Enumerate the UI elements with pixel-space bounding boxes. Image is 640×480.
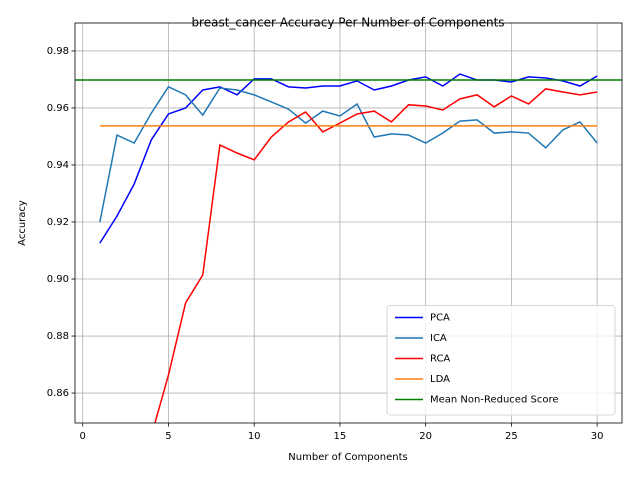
y-tick-label: 0.98: [47, 46, 69, 57]
legend-label: RCA: [430, 354, 450, 365]
y-tick-label: 0.90: [47, 274, 69, 285]
x-tick-label: 30: [591, 431, 604, 442]
plot-area: [75, 73, 622, 423]
chart-title: breast_cancer Accuracy Per Number of Com…: [191, 16, 504, 30]
y-tick-label: 0.92: [47, 217, 69, 228]
legend-box: [386, 305, 616, 416]
legend-label: ICA: [430, 333, 447, 344]
legend-label: Mean Non-Reduced Score: [430, 395, 559, 406]
series-line: [154, 88, 598, 423]
x-tick-label: 20: [419, 431, 432, 442]
x-axis-label: Number of Components: [288, 452, 407, 463]
legend-label: LDA: [430, 374, 450, 385]
y-tick-label: 0.94: [47, 160, 69, 171]
legend-label: PCA: [430, 313, 450, 324]
y-tick-label: 0.88: [47, 331, 69, 342]
axes-frame: [74, 22, 623, 424]
x-tick-label: 25: [505, 431, 518, 442]
y-axis-label: Accuracy: [17, 200, 28, 246]
x-tick-label: 15: [334, 431, 347, 442]
series-line: [99, 85, 598, 223]
x-tick-label: 0: [80, 431, 86, 442]
y-tick-label: 0.86: [47, 388, 69, 399]
x-tick-label: 10: [248, 431, 261, 442]
series-line: [99, 73, 598, 244]
x-tick-label: 5: [165, 431, 171, 442]
y-tick-label: 0.96: [47, 103, 69, 114]
